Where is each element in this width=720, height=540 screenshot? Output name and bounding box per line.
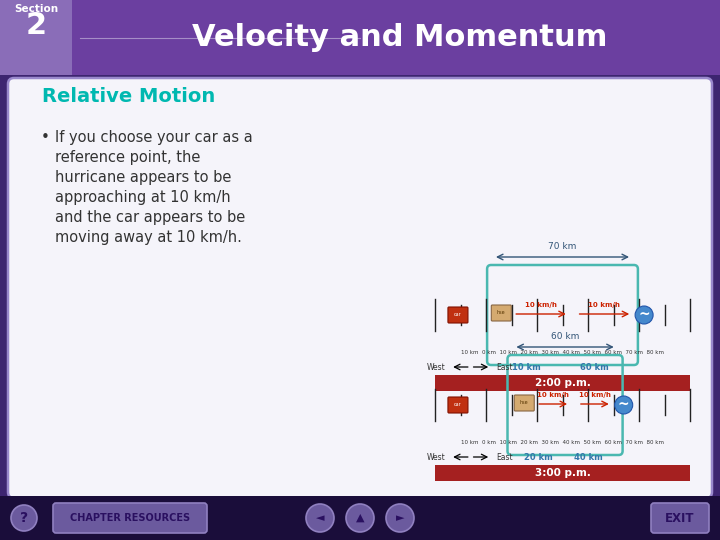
Text: CHAPTER RESOURCES: CHAPTER RESOURCES [70, 513, 190, 523]
Text: 10 km  0 km  10 km  20 km  30 km  40 km  50 km  60 km  70 km  80 km: 10 km 0 km 10 km 20 km 30 km 40 km 50 km… [461, 350, 664, 355]
Text: ◄: ◄ [316, 513, 324, 523]
FancyBboxPatch shape [0, 75, 720, 540]
Ellipse shape [306, 504, 334, 532]
FancyBboxPatch shape [0, 0, 720, 75]
FancyBboxPatch shape [448, 307, 468, 323]
Text: moving away at 10 km/h.: moving away at 10 km/h. [55, 230, 242, 245]
Ellipse shape [386, 504, 414, 532]
Text: 10 km/h: 10 km/h [588, 302, 621, 308]
Text: •: • [40, 130, 50, 145]
Text: car: car [454, 402, 462, 408]
Text: hse: hse [520, 401, 528, 406]
Text: ~: ~ [618, 398, 629, 412]
Text: 40 km: 40 km [575, 453, 603, 462]
FancyBboxPatch shape [53, 503, 207, 533]
Text: car: car [454, 313, 462, 318]
Text: 10 km/h: 10 km/h [537, 392, 569, 398]
FancyBboxPatch shape [0, 0, 72, 75]
Text: and the car appears to be: and the car appears to be [55, 210, 246, 225]
Text: 10 km: 10 km [513, 363, 541, 372]
Text: ~: ~ [639, 308, 650, 322]
Text: West: West [426, 362, 445, 372]
Text: hse: hse [497, 310, 505, 315]
Text: ?: ? [20, 511, 28, 525]
Ellipse shape [346, 504, 374, 532]
Text: West: West [426, 453, 445, 462]
FancyBboxPatch shape [435, 465, 690, 481]
Text: Relative Motion: Relative Motion [42, 87, 215, 106]
Ellipse shape [11, 505, 37, 531]
Text: Velocity and Momentum: Velocity and Momentum [192, 24, 608, 52]
Circle shape [615, 396, 633, 414]
Text: East: East [496, 362, 513, 372]
Text: reference point, the: reference point, the [55, 150, 200, 165]
FancyBboxPatch shape [651, 503, 709, 533]
Text: 60 km: 60 km [551, 332, 579, 341]
Text: ►: ► [396, 513, 404, 523]
Text: hurricane appears to be: hurricane appears to be [55, 170, 231, 185]
Text: 2:00 p.m.: 2:00 p.m. [534, 378, 590, 388]
Text: 60 km: 60 km [580, 363, 608, 372]
Text: If you choose your car as a: If you choose your car as a [55, 130, 253, 145]
Text: East: East [496, 453, 513, 462]
Text: ▲: ▲ [356, 513, 364, 523]
Text: Section: Section [14, 4, 58, 14]
Text: 10 km  0 km  10 km  20 km  30 km  40 km  50 km  60 km  70 km  80 km: 10 km 0 km 10 km 20 km 30 km 40 km 50 km… [461, 441, 664, 446]
FancyBboxPatch shape [448, 397, 468, 413]
Text: 3:00 p.m.: 3:00 p.m. [534, 468, 590, 478]
Text: 2: 2 [25, 10, 47, 39]
FancyBboxPatch shape [0, 496, 720, 540]
Circle shape [635, 306, 653, 324]
FancyBboxPatch shape [514, 395, 534, 411]
Text: 10 km/h: 10 km/h [579, 392, 611, 398]
Text: EXIT: EXIT [665, 511, 695, 524]
FancyBboxPatch shape [435, 375, 690, 391]
Text: approaching at 10 km/h: approaching at 10 km/h [55, 190, 230, 205]
Text: 10 km/h: 10 km/h [525, 302, 557, 308]
FancyBboxPatch shape [491, 305, 511, 321]
Text: 70 km: 70 km [549, 242, 577, 251]
Text: 20 km: 20 km [524, 453, 553, 462]
FancyBboxPatch shape [8, 78, 712, 498]
